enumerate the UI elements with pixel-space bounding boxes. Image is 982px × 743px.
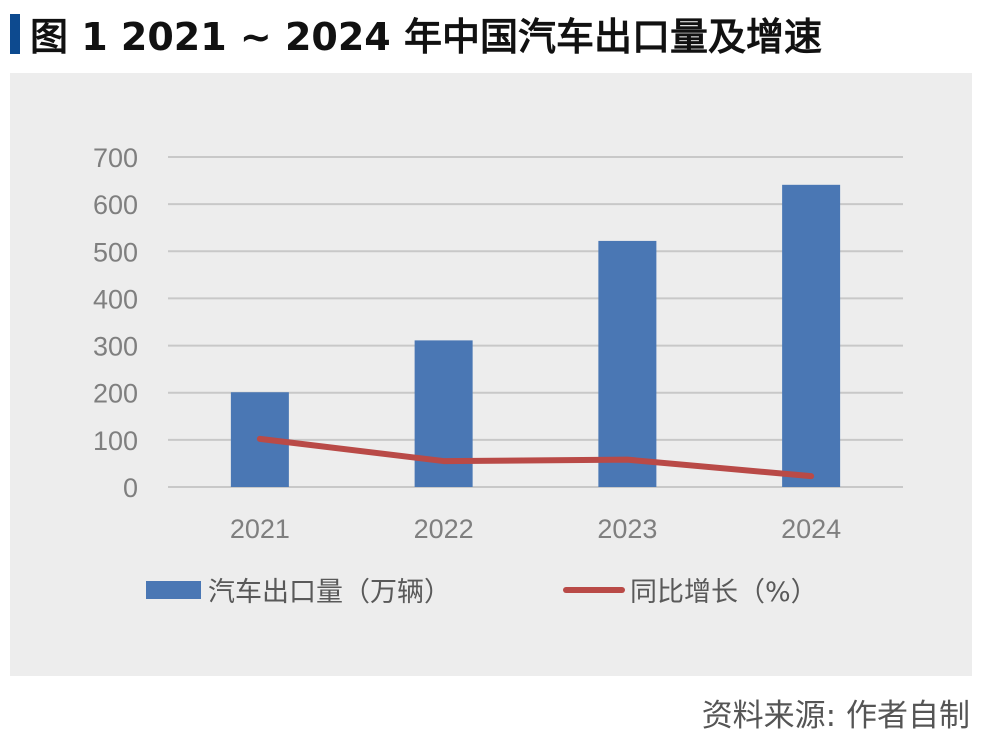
chart-title: 图 1 2021 ~ 2024 年中国汽车出口量及增速 <box>30 15 822 59</box>
x-tick-label: 2024 <box>781 514 841 544</box>
legend-bar-label: 汽车出口量（万辆） <box>208 577 451 608</box>
source-note: 资料来源: 作者自制 <box>701 698 970 734</box>
bar-2024 <box>782 184 841 488</box>
y-tick-label: 600 <box>93 190 138 220</box>
y-tick-label: 0 <box>123 473 138 503</box>
y-tick-label: 700 <box>93 143 138 173</box>
x-tick-label: 2023 <box>597 514 657 544</box>
y-tick-label: 400 <box>93 284 138 314</box>
y-tick-label: 100 <box>93 426 138 456</box>
growth-line <box>256 435 815 480</box>
legend: 汽车出口量（万辆） 同比增长（%） <box>146 577 818 608</box>
bars <box>230 184 841 488</box>
gridlines <box>168 156 903 488</box>
y-tick-label: 300 <box>93 332 138 362</box>
bar-2022 <box>414 340 473 487</box>
x-axis-ticks: 2021 2022 2023 2024 <box>230 514 841 544</box>
x-tick-label: 2021 <box>230 514 290 544</box>
y-tick-label: 200 <box>93 379 138 409</box>
legend-line-label: 同比增长（%） <box>630 577 818 608</box>
y-axis-ticks: 0 100 200 300 400 500 600 700 <box>93 143 138 503</box>
legend-bar-swatch <box>146 581 201 599</box>
x-tick-label: 2022 <box>414 514 474 544</box>
title-accent-bar <box>10 14 20 54</box>
bar-2023 <box>598 240 657 487</box>
y-tick-label: 500 <box>93 237 138 267</box>
growth-line-path <box>256 435 815 480</box>
